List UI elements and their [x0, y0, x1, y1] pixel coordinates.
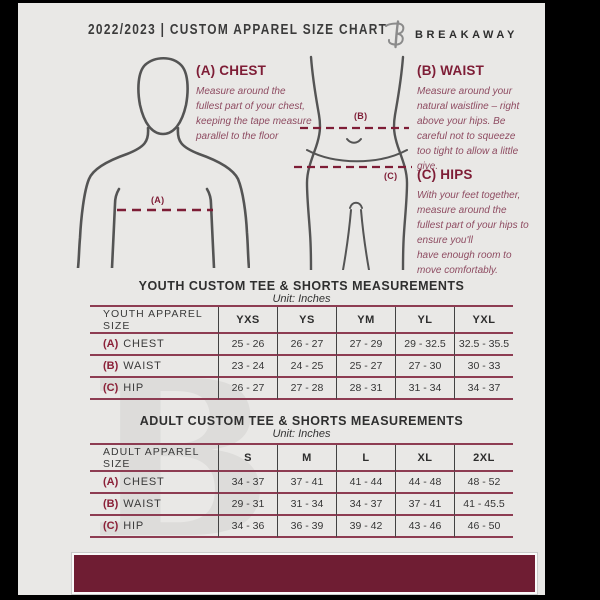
youth-value: 26 - 27	[218, 378, 277, 400]
adult-value: 41 - 44	[336, 472, 395, 494]
page-title: 2022/2023 | CUSTOM APPAREL SIZE CHART	[88, 22, 388, 38]
youth-size-header: YS	[277, 307, 336, 334]
adult-value: 31 - 34	[277, 494, 336, 516]
breakaway-b-logo-icon	[385, 20, 405, 49]
adult-value: 41 - 45.5	[454, 494, 513, 516]
chest-instructions: Measure around the fullest part of your …	[196, 86, 312, 142]
adult-size-table: ADULT APPAREL SIZE S M L XL 2XL (A) CHES…	[90, 443, 513, 538]
row-name: CHEST	[123, 476, 165, 488]
youth-size-header: YM	[336, 307, 395, 334]
chest-marker-label: (A)	[151, 195, 165, 205]
adult-value: 44 - 48	[395, 472, 454, 494]
youth-row-label: (C) HIP	[90, 378, 218, 400]
upper-body-figure	[76, 56, 250, 268]
hips-instructions: With your feet together, measure around …	[417, 190, 529, 276]
size-chart-document: B 2022/2023 | CUSTOM APPAREL SIZE CHART …	[18, 3, 545, 595]
youth-size-header: YXL	[454, 307, 513, 334]
youth-corner-header: YOUTH APPAREL SIZE	[90, 307, 218, 334]
row-key: (B)	[103, 360, 119, 372]
right-side-outline	[392, 55, 409, 270]
right-shoulder-arm	[176, 126, 250, 268]
youth-value: 27 - 30	[395, 356, 454, 378]
navel-mark	[346, 138, 362, 144]
adult-size-header: L	[336, 445, 395, 472]
row-name: WAIST	[123, 498, 162, 510]
crotch-curve	[349, 201, 363, 209]
hips-marker-label: (C)	[384, 171, 398, 181]
hips-heading: (C) HIPS	[417, 167, 473, 182]
youth-value: 28 - 31	[336, 378, 395, 400]
waist-heading: (B) WAIST	[417, 63, 485, 78]
adult-size-header: XL	[395, 445, 454, 472]
right-torso-line	[205, 187, 216, 268]
adult-table-unit: Unit: Inches	[272, 428, 331, 440]
row-name: CHEST	[123, 338, 165, 350]
youth-value: 25 - 26	[218, 334, 277, 356]
adult-row-label: (C) HIP	[90, 516, 218, 538]
adult-value: 46 - 50	[454, 516, 513, 538]
adult-table-title: ADULT CUSTOM TEE & SHORTS MEASUREMENTS	[139, 414, 464, 428]
adult-size-header: 2XL	[454, 445, 513, 472]
adult-value: 43 - 46	[395, 516, 454, 538]
youth-size-header: YXS	[218, 307, 277, 334]
footer-accent-bar	[71, 552, 538, 595]
adult-value: 34 - 37	[336, 494, 395, 516]
youth-row-label: (B) WAIST	[90, 356, 218, 378]
adult-value: 37 - 41	[277, 472, 336, 494]
row-name: WAIST	[123, 360, 162, 372]
youth-value: 31 - 34	[395, 378, 454, 400]
row-key: (A)	[103, 476, 119, 488]
adult-size-header: M	[277, 445, 336, 472]
adult-value: 34 - 37	[218, 472, 277, 494]
youth-size-header: YL	[395, 307, 454, 334]
youth-table-unit: Unit: Inches	[272, 293, 331, 305]
brand-lockup: BREAKAWAY	[384, 20, 518, 49]
row-key: (B)	[103, 498, 119, 510]
row-key: (C)	[103, 382, 119, 394]
left-side-outline	[305, 55, 322, 270]
row-name: HIP	[123, 520, 145, 532]
adult-value: 39 - 42	[336, 516, 395, 538]
waist-instructions: Measure around your natural waistline – …	[417, 86, 520, 172]
brand-name: BREAKAWAY	[415, 28, 518, 41]
adult-value: 37 - 41	[395, 494, 454, 516]
youth-value: 32.5 - 35.5	[454, 334, 513, 356]
head-outline	[137, 56, 189, 136]
adult-value: 34 - 36	[218, 516, 277, 538]
adult-corner-header: ADULT APPAREL SIZE	[90, 445, 218, 472]
adult-row-label: (A) CHEST	[90, 472, 218, 494]
left-torso-line	[110, 187, 121, 268]
youth-value: 34 - 37	[454, 378, 513, 400]
waist-marker-label: (B)	[354, 111, 368, 121]
lower-body-figure	[294, 55, 412, 270]
chest-heading: (A) CHEST	[196, 63, 267, 78]
youth-value: 25 - 27	[336, 356, 395, 378]
youth-value: 23 - 24	[218, 356, 277, 378]
adult-value: 29 - 31	[218, 494, 277, 516]
youth-value: 24 - 25	[277, 356, 336, 378]
row-key: (A)	[103, 338, 119, 350]
row-key: (C)	[103, 520, 119, 532]
adult-row-label: (B) WAIST	[90, 494, 218, 516]
right-inner-leg	[360, 209, 370, 270]
youth-value: 26 - 27	[277, 334, 336, 356]
youth-size-table: YOUTH APPAREL SIZE YXS YS YM YL YXL (A) …	[90, 305, 513, 400]
waistband-curve	[306, 149, 408, 163]
youth-table-title: YOUTH CUSTOM TEE & SHORTS MEASUREMENTS	[138, 279, 465, 293]
youth-value: 29 - 32.5	[395, 334, 454, 356]
youth-row-label: (A) CHEST	[90, 334, 218, 356]
row-name: HIP	[123, 382, 145, 394]
adult-size-header: S	[218, 445, 277, 472]
youth-value: 27 - 29	[336, 334, 395, 356]
left-inner-leg	[342, 209, 352, 270]
youth-value: 27 - 28	[277, 378, 336, 400]
left-shoulder-arm	[76, 126, 150, 268]
adult-value: 36 - 39	[277, 516, 336, 538]
brand-watermark: B	[90, 333, 272, 586]
adult-value: 48 - 52	[454, 472, 513, 494]
youth-value: 30 - 33	[454, 356, 513, 378]
